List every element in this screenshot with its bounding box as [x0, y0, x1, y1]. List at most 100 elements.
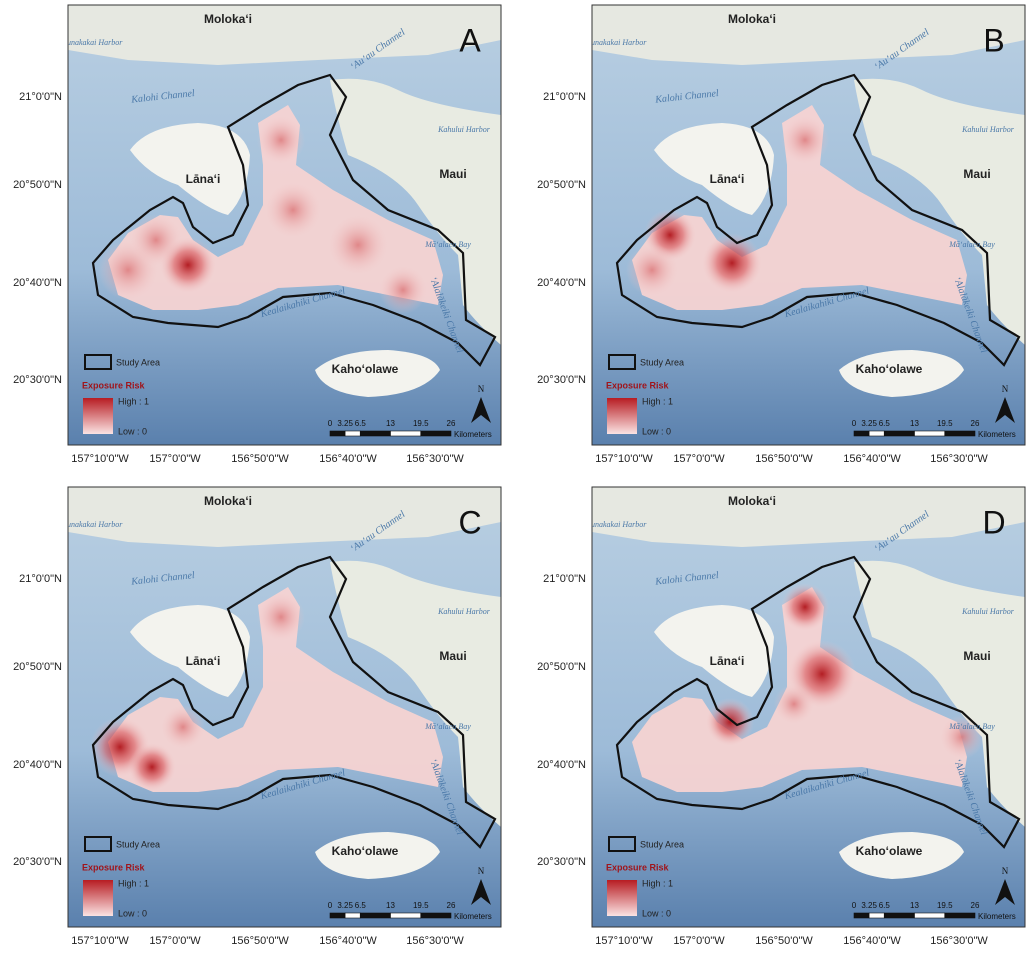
scale-segment: [915, 431, 945, 436]
panel-letter: B: [983, 22, 1004, 58]
scale-label: 3.25: [861, 901, 877, 910]
legend-study-label: Study Area: [116, 839, 160, 849]
map-panel: Moloka‘iLāna‘iMauiKaho‘olaweKalohi Chann…: [13, 487, 501, 947]
latitude-label: 20°50'0"N: [13, 179, 62, 191]
island-label: Moloka‘i: [728, 494, 776, 508]
scale-label: 6.5: [879, 419, 891, 428]
latitude-label: 21°0'0"N: [19, 573, 62, 585]
longitude-label: 157°0'0"W: [673, 453, 725, 465]
exposure-hotspot: [128, 743, 176, 791]
longitude-label: 157°0'0"W: [149, 453, 201, 465]
latitude-label: 21°0'0"N: [543, 91, 586, 103]
exposure-hotspot: [379, 266, 427, 314]
map-body: Moloka‘iLāna‘iMauiKaho‘olaweKalohi Chann…: [581, 5, 1025, 445]
water-label: Kahului Harbor: [437, 125, 491, 134]
longitude-label: 156°30'0"W: [406, 935, 464, 947]
exposure-hotspot: [774, 684, 814, 724]
scale-label: 26: [447, 419, 456, 428]
water-label: Kahului Harbor: [961, 125, 1015, 134]
exposure-hotspot: [702, 233, 762, 293]
scale-segment: [869, 431, 884, 436]
water-label: Kaunakakai Harbor: [57, 520, 124, 529]
latitude-label: 20°40'0"N: [13, 759, 62, 771]
scale-label: 19.5: [937, 419, 953, 428]
legend-gradient: [607, 398, 637, 434]
scale-label: 3.25: [337, 419, 353, 428]
island-label: Moloka‘i: [728, 12, 776, 26]
scale-segment: [391, 913, 421, 918]
scale-segment: [330, 431, 345, 436]
panel-letter: D: [982, 504, 1005, 540]
north-label: N: [1002, 866, 1009, 876]
water-label: Mā‘alaea Bay: [424, 722, 471, 731]
scale-label: 6.5: [879, 901, 891, 910]
scale-segment: [345, 913, 360, 918]
legend-low: Low : 0: [642, 426, 671, 436]
island-label: Lāna‘i: [186, 654, 221, 668]
scale-segment: [330, 913, 345, 918]
scale-label: 19.5: [937, 901, 953, 910]
scale-segment: [884, 913, 914, 918]
scale-unit: Kilometers: [978, 430, 1016, 439]
scale-segment: [360, 913, 390, 918]
legend-gradient: [83, 398, 113, 434]
latitude-label: 20°40'0"N: [13, 277, 62, 289]
scale-label: 26: [971, 419, 980, 428]
legend-study-label: Study Area: [640, 357, 684, 367]
legend-title: Exposure Risk: [606, 862, 670, 872]
scale-segment: [945, 913, 975, 918]
panel-letter: A: [459, 22, 481, 58]
island-label: Kaho‘olawe: [856, 362, 923, 376]
latitude-label: 20°50'0"N: [537, 179, 586, 191]
longitude-label: 157°10'0"W: [71, 453, 129, 465]
exposure-hotspot: [328, 215, 388, 275]
island-label: Moloka‘i: [204, 12, 252, 26]
island-label: Maui: [439, 649, 466, 663]
longitude-label: 156°30'0"W: [406, 453, 464, 465]
north-label: N: [1002, 384, 1009, 394]
longitude-label: 156°40'0"W: [319, 453, 377, 465]
legend-title: Exposure Risk: [82, 380, 146, 390]
scale-segment: [421, 913, 451, 918]
legend-title: Exposure Risk: [82, 862, 146, 872]
latitude-label: 20°50'0"N: [13, 661, 62, 673]
scale-label: 13: [386, 419, 395, 428]
latitude-label: 21°0'0"N: [19, 91, 62, 103]
water-label: Mā‘alaea Bay: [948, 240, 995, 249]
legend-title: Exposure Risk: [606, 380, 670, 390]
water-label: Kaunakakai Harbor: [581, 520, 648, 529]
exposure-hotspot: [130, 214, 182, 266]
water-label: Kaunakakai Harbor: [581, 38, 648, 47]
longitude-label: 157°0'0"W: [149, 935, 201, 947]
longitude-label: 156°50'0"W: [231, 453, 289, 465]
longitude-label: 156°40'0"W: [319, 935, 377, 947]
scale-segment: [345, 431, 360, 436]
legend-study-label: Study Area: [640, 839, 684, 849]
exposure-hotspot: [781, 583, 829, 631]
latitude-label: 20°30'0"N: [13, 856, 62, 868]
scale-segment: [360, 431, 390, 436]
exposure-hotspot: [161, 705, 205, 749]
scale-label: 3.25: [861, 419, 877, 428]
island-label: Moloka‘i: [204, 494, 252, 508]
exposure-hotspot: [265, 182, 321, 238]
scale-label: 13: [386, 901, 395, 910]
legend-high: High : 1: [118, 878, 149, 888]
exposure-hotspot: [781, 116, 829, 164]
scale-segment: [421, 431, 451, 436]
longitude-label: 156°50'0"W: [755, 453, 813, 465]
legend-low: Low : 0: [642, 908, 671, 918]
island-label: Kaho‘olawe: [332, 362, 399, 376]
longitude-label: 156°50'0"W: [231, 935, 289, 947]
panel-letter: C: [458, 504, 481, 540]
scale-unit: Kilometers: [454, 912, 492, 921]
longitude-label: 157°10'0"W: [595, 935, 653, 947]
legend-gradient: [83, 880, 113, 916]
water-label: Kaunakakai Harbor: [57, 38, 124, 47]
scale-segment: [391, 431, 421, 436]
island-label: Maui: [963, 649, 990, 663]
longitude-label: 156°50'0"W: [755, 935, 813, 947]
